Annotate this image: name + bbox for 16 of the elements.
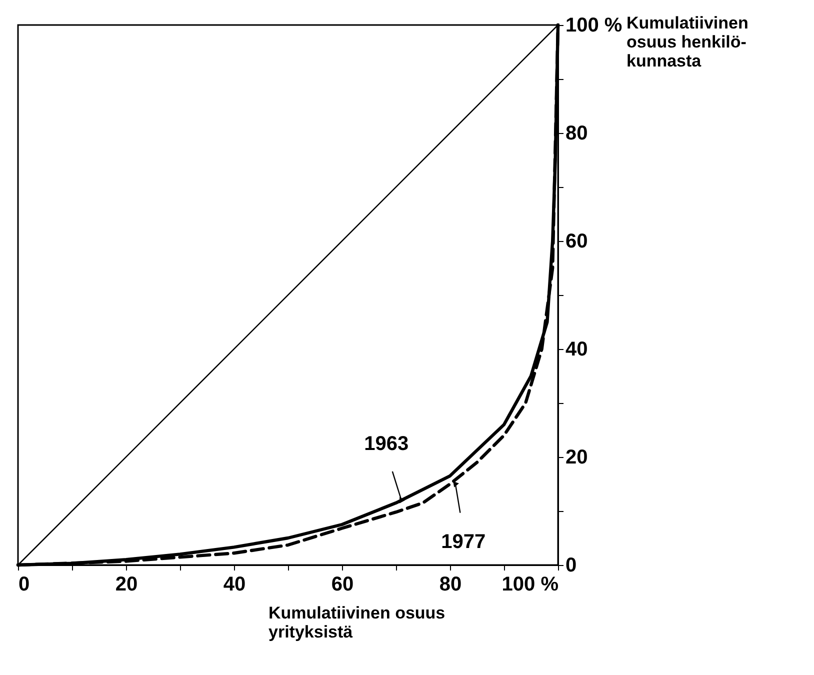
x-tick-label: 0 [18, 574, 30, 596]
x-axis-title: Kumulatiivinen osuus yrityksistä [268, 604, 446, 642]
y-tick-label: 40 [566, 338, 588, 360]
y-axis-title: Kumulatiivinen osuus henkilö- kunnasta [626, 14, 748, 70]
annotation: 1977 [441, 531, 486, 553]
x-tick-label: 60 [331, 574, 354, 596]
y-tick-label: 60 [566, 230, 588, 252]
x-tick-label: 80 [439, 574, 462, 596]
y-tick-label: 20 [566, 446, 588, 468]
y-tick-label: 80 [566, 122, 588, 144]
annotation: 1963 [364, 433, 409, 456]
x-tick-label: 40 [223, 574, 246, 596]
x-tick-label: 20 [115, 574, 138, 596]
y-tick-label: 0 [566, 554, 577, 576]
y-tick-label: 100 % [566, 14, 622, 36]
x-tick-label: 100 % [502, 574, 559, 596]
